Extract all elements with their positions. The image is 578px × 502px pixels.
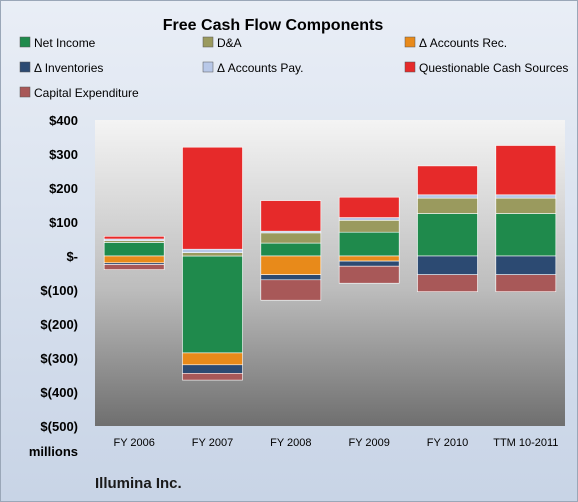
bar-questionable-cash-sources-fy-2008 [260, 200, 322, 232]
legend-swatch-questionable-cash-sources [404, 61, 416, 73]
y-axis-ticks: $400 $300 $200 $100 $- $(100) $(200) $(300) $(40… [40, 113, 78, 434]
bar-delta-accounts-rec-fy-2007 [182, 352, 243, 366]
legend-label-d-a: D&A [217, 36, 242, 50]
x-tick-label: FY 2010 [427, 437, 468, 449]
bar-net-income-ttm-10-2011 [495, 213, 557, 257]
bar-questionable-cash-sources-fy-2007 [182, 146, 243, 250]
bar-net-income-fy-2006 [103, 242, 165, 257]
bar-d-a-fy-2007 [182, 252, 243, 257]
bar-d-a-fy-2010 [417, 197, 478, 214]
bar-delta-accounts-pay-fy-2010 [417, 194, 478, 199]
plot-area [95, 120, 565, 426]
bar-delta-inventories-fy-2008 [260, 274, 322, 281]
bar-d-a-fy-2009 [338, 220, 400, 233]
bar-capital-expenditure-fy-2008 [260, 279, 322, 301]
bar-d-a-fy-2008 [260, 232, 322, 244]
legend-swatch-delta-accounts-rec [404, 36, 416, 48]
bar-delta-accounts-rec-fy-2008 [260, 255, 322, 276]
bar-net-income-fy-2007 [182, 255, 243, 354]
x-tick-label: FY 2009 [348, 437, 389, 449]
legend-swatch-delta-accounts-pay [202, 61, 214, 73]
bar-delta-accounts-rec-fy-2009 [338, 255, 400, 262]
x-tick-label: FY 2006 [113, 437, 154, 449]
x-tick-label: TTM 10-2011 [493, 437, 558, 449]
legend-label-delta-inventories: Δ Inventories [34, 61, 103, 75]
legend: Net Income D&A Δ Accounts Rec. Δ Inventorie… [19, 36, 568, 100]
bar-net-income-fy-2008 [260, 242, 322, 257]
chart-title: Free Cash Flow Components [163, 17, 384, 34]
legend-swatch-net-income [19, 36, 31, 48]
bar-net-income-fy-2010 [417, 213, 478, 257]
bar-delta-accounts-pay-fy-2009 [338, 217, 400, 221]
bar-questionable-cash-sources-fy-2009 [338, 196, 400, 218]
legend-swatch-delta-inventories [19, 61, 31, 73]
bar-questionable-cash-sources-fy-2006 [103, 235, 165, 240]
y-tick-label: $300 [49, 147, 78, 162]
bar-delta-inventories-fy-2007 [182, 364, 243, 374]
unit-label: millions [29, 444, 78, 459]
legend-swatch-capital-expenditure [19, 86, 31, 98]
bar-delta-accounts-rec-fy-2006 [103, 255, 165, 264]
bar-delta-inventories-fy-2009 [338, 260, 400, 267]
bar-capital-expenditure-fy-2009 [338, 265, 400, 284]
legend-swatch-d-a [202, 36, 214, 48]
bar-delta-accounts-pay-fy-2007 [182, 248, 243, 253]
footer-company: Illumina Inc. [95, 475, 182, 492]
bar-capital-expenditure-fy-2010 [417, 274, 478, 293]
y-tick-label: $200 [49, 181, 78, 196]
bar-capital-expenditure-ttm-10-2011 [495, 274, 557, 293]
bar-delta-accounts-pay-ttm-10-2011 [495, 194, 557, 199]
bars [103, 145, 557, 381]
bar-capital-expenditure-fy-2007 [182, 372, 243, 381]
bar-questionable-cash-sources-fy-2010 [417, 165, 478, 196]
legend-label-questionable-cash-sources: Questionable Cash Sources [419, 61, 568, 75]
legend-label-delta-accounts-rec: Δ Accounts Rec. [419, 36, 507, 50]
bar-capital-expenditure-fy-2006 [103, 264, 165, 270]
bar-questionable-cash-sources-ttm-10-2011 [495, 145, 557, 196]
y-tick-label: $(300) [40, 351, 78, 366]
y-tick-label: $400 [49, 113, 78, 128]
legend-label-capital-expenditure: Capital Expenditure [34, 86, 139, 100]
bar-net-income-fy-2009 [338, 231, 400, 257]
bar-d-a-ttm-10-2011 [495, 197, 557, 214]
y-tick-label: $(400) [40, 385, 78, 400]
legend-label-net-income: Net Income [34, 36, 96, 50]
legend-label-delta-accounts-pay: Δ Accounts Pay. [217, 61, 304, 75]
y-tick-label: $(500) [40, 419, 78, 434]
y-tick-label: $- [66, 249, 78, 264]
y-tick-label: $100 [49, 215, 78, 230]
x-axis-labels: FY 2006 FY 2007 FY 2008 FY 2009 FY 2010 TTM 1… [113, 437, 558, 449]
x-tick-label: FY 2008 [270, 437, 311, 449]
y-tick-label: $(100) [40, 283, 78, 298]
x-tick-label: FY 2007 [192, 437, 233, 449]
bar-delta-inventories-fy-2010 [417, 255, 478, 276]
y-tick-label: $(200) [40, 317, 78, 332]
bar-delta-inventories-ttm-10-2011 [495, 255, 557, 276]
